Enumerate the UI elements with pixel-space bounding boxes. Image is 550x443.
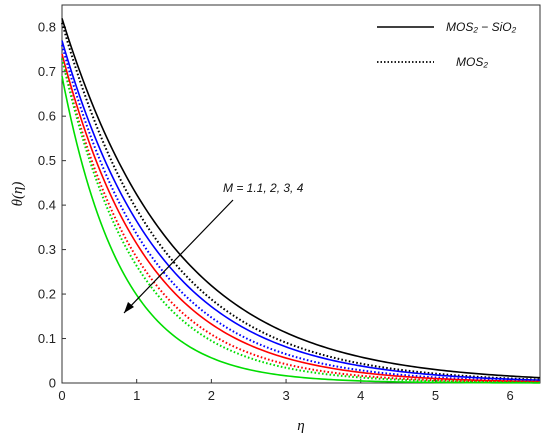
x-tick-label: 0 xyxy=(58,388,65,403)
y-axis-label: θ(η) xyxy=(10,182,26,207)
series-line-1 xyxy=(61,22,541,381)
y-axis: 0 0.1 0.2 0.3 0.4 0.5 0.6 0.7 0.8 xyxy=(38,20,66,391)
annotation-arrowhead xyxy=(124,302,134,313)
x-tick-label: 4 xyxy=(357,388,364,403)
y-tick-label: 0.2 xyxy=(38,287,56,302)
x-tick-label: 6 xyxy=(507,388,514,403)
plot-frame xyxy=(61,4,541,384)
x-tick-label: 3 xyxy=(282,388,289,403)
y-tick-label: 0.8 xyxy=(38,20,56,35)
y-tick-label: 0.7 xyxy=(38,64,56,79)
series-line-0 xyxy=(61,18,541,379)
series-layer xyxy=(61,18,541,384)
x-axis-label: η xyxy=(297,418,304,434)
legend: MOS₂ − SiO₂ MOS₂ xyxy=(377,20,517,69)
legend-entry-label: MOS₂ − SiO₂ xyxy=(446,20,517,34)
series-line-6 xyxy=(61,75,541,384)
annotation-label: M = 1.1, 2, 3, 4 xyxy=(223,181,304,195)
series-line-3 xyxy=(61,44,541,383)
series-line-7 xyxy=(61,58,541,384)
annotation-arrow xyxy=(123,199,234,314)
series-line-2 xyxy=(61,40,541,381)
y-tick-label: 0.4 xyxy=(38,198,56,213)
y-tick-label: 0 xyxy=(49,376,56,391)
series-line-5 xyxy=(61,58,541,384)
y-tick-label: 0.6 xyxy=(38,109,56,124)
y-tick-label: 0.5 xyxy=(38,153,56,168)
x-tick-label: 2 xyxy=(208,388,215,403)
legend-entry-label: MOS₂ xyxy=(456,55,488,69)
series-line-4 xyxy=(61,53,541,383)
y-tick-label: 0.1 xyxy=(38,331,56,346)
x-tick-label: 1 xyxy=(133,388,140,403)
x-tick-label: 5 xyxy=(432,388,439,403)
y-tick-label: 0.3 xyxy=(38,242,56,257)
